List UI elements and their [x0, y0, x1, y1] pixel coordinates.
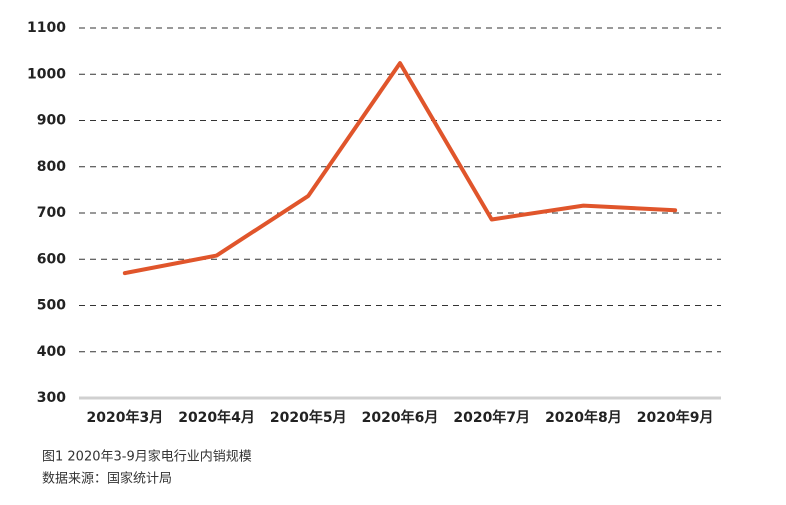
y-tick-label: 1100: [27, 20, 66, 36]
y-tick-label: 500: [37, 298, 66, 314]
y-tick-label: 600: [37, 251, 66, 267]
y-tick-label: 900: [37, 113, 66, 129]
x-tick-label: 2020年9月: [637, 409, 714, 426]
data-line: [122, 61, 678, 276]
x-tick-label: 2020年4月: [178, 409, 255, 426]
x-tick-label: 2020年6月: [362, 409, 439, 426]
source: 数据来源：国家统计局: [42, 471, 172, 487]
x-tick-label: 2020年5月: [270, 409, 347, 426]
x-tick-label: 2020年8月: [545, 409, 622, 426]
y-tick-label: 800: [37, 159, 66, 175]
y-tick-label: 1000: [27, 66, 66, 82]
caption: 图1 2020年3-9月家电行业内销规模: [42, 449, 252, 465]
x-tick-label: 2020年3月: [86, 409, 163, 426]
y-tick-label: 700: [37, 205, 66, 221]
y-tick-label: 400: [37, 344, 66, 360]
y-tick-label: 300: [37, 390, 66, 406]
x-tick-label: 2020年7月: [453, 409, 530, 426]
